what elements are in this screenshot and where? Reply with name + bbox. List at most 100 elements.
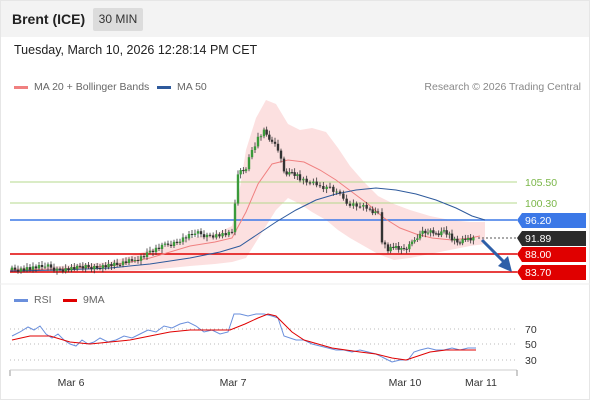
candle-body — [81, 266, 85, 269]
x-label-mar11: Mar 11 — [465, 377, 497, 389]
candle-body — [87, 265, 90, 268]
candle-body — [104, 265, 107, 268]
candle-body — [230, 231, 234, 233]
candle-body — [355, 203, 358, 207]
candle-body — [315, 181, 318, 186]
candle-body — [124, 261, 128, 263]
rsi-line — [11, 313, 476, 363]
candle-body — [374, 211, 377, 214]
candle-body — [429, 230, 432, 233]
rsi-label-50: 50 — [525, 339, 537, 351]
chart-header: Brent (ICE) 30 MIN — [1, 1, 589, 37]
candle-body — [426, 232, 430, 234]
candle-body — [73, 267, 76, 270]
candle-body — [46, 264, 50, 267]
research-credit: Research © 2026 Trading Central — [424, 81, 581, 93]
candle-body — [288, 172, 291, 175]
candle-body — [318, 185, 322, 187]
level-tag-88-00 — [517, 247, 586, 262]
candle-body — [107, 263, 110, 268]
candle-body — [400, 248, 403, 250]
candle-body — [270, 139, 274, 142]
candle-body — [376, 211, 380, 213]
candle-body — [181, 237, 185, 242]
candle-body — [196, 231, 200, 234]
candle-body — [70, 267, 73, 271]
candle-body — [418, 233, 422, 239]
candle-body — [61, 269, 65, 272]
candle-body — [227, 231, 231, 236]
rsi-swatch — [14, 298, 28, 302]
candle-body — [121, 261, 125, 266]
x-label-mar10: Mar 10 — [389, 377, 422, 389]
candle-body — [469, 238, 472, 241]
candle-body — [408, 244, 411, 250]
candle-body — [101, 265, 105, 269]
candle-body — [178, 241, 182, 243]
candle-body — [193, 233, 197, 235]
projection-arrow — [480, 238, 512, 272]
candle-body — [190, 234, 194, 235]
candle-body — [413, 240, 416, 242]
candle-body — [410, 241, 414, 245]
candle-body — [268, 134, 271, 140]
candle-body — [239, 170, 242, 175]
candle-body — [442, 230, 446, 232]
level-label-83-70: 83.70 — [525, 267, 551, 279]
ma9-swatch — [63, 298, 77, 302]
level-tag-83-70 — [517, 265, 586, 280]
timeframe-button[interactable]: 30 MIN — [93, 8, 143, 31]
candle-body — [338, 191, 342, 194]
candle-body — [34, 266, 38, 269]
candle-body — [421, 230, 424, 234]
candle-body — [67, 268, 70, 271]
legend-9ma: 9MA — [63, 294, 105, 306]
level-label-88-00: 88.00 — [525, 249, 551, 261]
candle-body — [37, 265, 41, 269]
candle-body — [28, 267, 32, 270]
candle-body — [389, 246, 392, 252]
candle-body — [450, 233, 454, 241]
candle-body — [464, 238, 467, 240]
candle-body — [328, 186, 332, 188]
candle-body — [405, 248, 408, 250]
level-tag-96-20 — [517, 213, 586, 228]
legend-ma50: MA 50 — [157, 81, 207, 93]
candle-body — [19, 268, 23, 272]
candle-body — [380, 212, 384, 243]
candle-body — [218, 234, 221, 237]
candle-body — [43, 266, 47, 268]
rsi-9ma-line — [11, 313, 476, 361]
candle-body — [345, 198, 348, 204]
candle-body — [136, 260, 140, 261]
candle-body — [386, 244, 390, 252]
legend-label-9ma: 9MA — [83, 294, 105, 306]
candle-body — [265, 129, 268, 135]
candle-body — [133, 260, 137, 261]
candle-body — [335, 191, 338, 193]
candle-body — [259, 136, 263, 138]
chart-timestamp: Tuesday, March 10, 2026 12:28:14 PM CET — [14, 43, 258, 57]
legend-rsi: RSI — [14, 294, 52, 306]
candle-body — [402, 248, 406, 250]
candle-body — [285, 171, 288, 175]
candle-body — [293, 172, 296, 176]
candle-body — [13, 267, 17, 270]
candle-body — [172, 241, 176, 246]
candle-body — [394, 246, 398, 248]
x-label-mar7: Mar 7 — [220, 377, 247, 389]
candle-body — [169, 244, 173, 246]
candle-body — [49, 264, 53, 268]
candle-body — [352, 203, 355, 206]
x-axis: Mar 6 Mar 7 Mar 10 Mar 11 — [9, 369, 518, 389]
candle-body — [368, 208, 372, 210]
candle-body — [40, 265, 44, 267]
candle-body — [298, 174, 302, 181]
candle-body — [90, 267, 93, 270]
candle-body — [358, 206, 362, 208]
candle-body — [262, 129, 266, 137]
candle-body — [55, 268, 59, 271]
candle-body — [25, 267, 29, 271]
candle-body — [242, 170, 245, 172]
candle-body — [362, 204, 365, 207]
